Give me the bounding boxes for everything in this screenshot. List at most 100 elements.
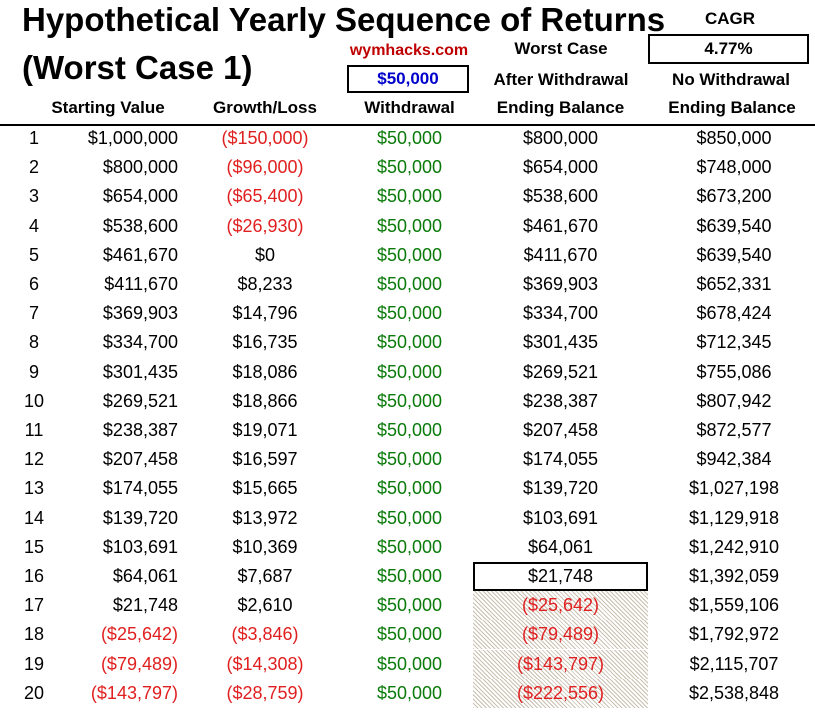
ending-balance-no-cell: $755,086 [696, 361, 772, 382]
table-row: 16 $64,061 $7,687 $50,000 $21,748 $1,392,059 [0, 562, 815, 591]
ending-balance-no-cell: $639,540 [696, 215, 772, 236]
header-divider [0, 124, 815, 126]
growth-loss-cell: $13,972 [232, 507, 298, 528]
year-cell: 10 [23, 390, 45, 411]
year-cell: 4 [28, 215, 39, 236]
ending-balance-no-cell: $942,384 [696, 449, 772, 470]
growth-loss-cell: ($150,000) [221, 128, 309, 148]
ending-balance-after-cell: $64,061 [527, 536, 594, 557]
withdrawal-cell: $50,000 [376, 653, 443, 674]
starting-value-cell: $654,000 [102, 186, 178, 207]
table-row: 9 $301,435 $18,086 $50,000 $269,521 $755,086 [0, 358, 815, 387]
table-row: 5 $461,670 $0 $50,000 $411,670 $639,540 [0, 241, 815, 270]
ending-balance-no-cell: $712,345 [696, 332, 772, 353]
withdrawal-cell: $50,000 [376, 595, 443, 616]
starting-value-cell: $64,061 [112, 566, 178, 586]
table-row: 12 $207,458 $16,597 $50,000 $174,055 $942,384 [0, 445, 815, 474]
brand-watermark: wymhacks.com [349, 42, 469, 59]
year-cell: 11 [24, 420, 44, 440]
growth-loss-cell: $15,665 [232, 478, 298, 499]
growth-loss-cell: ($96,000) [226, 157, 304, 178]
withdrawal-cell: $50,000 [376, 303, 443, 324]
withdrawal-cell: $50,000 [376, 186, 443, 207]
ending-balance-after-cell: $21,748 [473, 562, 648, 591]
table-row: 18 ($25,642) ($3,846) $50,000 ($79,489) $1,79… [0, 620, 815, 650]
ending-balance-after-cell: $139,720 [522, 478, 599, 499]
table-row: 3 $654,000 ($65,400) $50,000 $538,600 $673,20… [0, 182, 815, 211]
table-row: 6 $411,670 $8,233 $50,000 $369,903 $652,331 [0, 270, 815, 299]
ending-balance-no-cell: $872,577 [696, 420, 772, 440]
starting-value-cell: ($25,642) [100, 624, 178, 645]
table-row: 15 $103,691 $10,369 $50,000 $64,061 $1,242,91… [0, 533, 815, 562]
growth-loss-cell: $8,233 [237, 274, 293, 294]
ending-balance-no-cell: $1,392,059 [688, 566, 780, 586]
ending-balance-no-cell: $748,000 [696, 157, 772, 178]
year-cell: 20 [23, 682, 45, 703]
withdrawal-cell: $50,000 [376, 157, 443, 178]
table-row: 4 $538,600 ($26,930) $50,000 $461,670 $639,54… [0, 212, 815, 241]
starting-value-cell: $21,748 [112, 595, 178, 616]
growth-loss-cell: ($65,400) [226, 186, 304, 207]
year-cell: 5 [28, 244, 39, 265]
withdrawal-cell: $50,000 [376, 420, 443, 440]
withdrawal-cell: $50,000 [376, 215, 443, 236]
starting-value-cell: $1,000,000 [87, 128, 178, 148]
table-row: 17 $21,748 $2,610 $50,000 ($25,642) $1,559,10… [0, 591, 815, 621]
growth-loss-cell: $10,369 [232, 536, 298, 557]
header-starting-value: Starting Value [51, 98, 165, 117]
ending-balance-after-cell: $238,387 [522, 390, 599, 411]
starting-value-cell: $369,903 [102, 303, 178, 324]
ending-balance-after-cell: $207,458 [522, 420, 599, 440]
header-ending-balance-no: Ending Balance [668, 98, 796, 117]
header-growth-loss: Growth/Loss [213, 98, 317, 117]
ending-balance-after-cell: ($25,642) [473, 591, 648, 621]
year-cell: 18 [23, 624, 45, 645]
starting-value-cell: $538,600 [102, 215, 178, 236]
ending-balance-no-cell: $673,200 [696, 186, 772, 207]
growth-loss-cell: ($14,308) [226, 653, 304, 674]
ending-balance-no-cell: $807,942 [696, 390, 772, 411]
year-cell: 9 [28, 361, 39, 382]
starting-value-cell: $139,720 [102, 507, 178, 528]
header-withdrawal: Withdrawal [364, 98, 455, 117]
table-row: 19 ($79,489) ($14,308) $50,000 ($143,797) $2,… [0, 649, 815, 679]
starting-value-cell: ($143,797) [90, 682, 178, 703]
withdrawal-cell: $50,000 [376, 507, 443, 528]
growth-loss-cell: $7,687 [237, 566, 293, 586]
ending-balance-after-cell: $654,000 [522, 157, 599, 178]
cagr-value: 4.77% [648, 34, 809, 64]
starting-value-cell: $800,000 [102, 157, 178, 178]
growth-loss-cell: $19,071 [232, 420, 298, 440]
growth-loss-cell: $14,796 [232, 303, 298, 324]
year-cell: 3 [28, 186, 39, 207]
year-cell: 6 [28, 274, 39, 294]
ending-balance-after-cell: $538,600 [522, 186, 599, 207]
year-cell: 2 [28, 157, 39, 178]
withdrawal-cell: $50,000 [376, 332, 443, 353]
starting-value-cell: $103,691 [102, 536, 178, 557]
starting-value-cell: $461,670 [102, 244, 178, 265]
ending-balance-no-cell: $2,115,707 [689, 653, 779, 674]
ending-balance-no-cell: $678,424 [696, 303, 772, 324]
ending-balance-after-cell: $334,700 [522, 303, 599, 324]
year-cell: 19 [23, 653, 45, 674]
withdrawal-cell: $50,000 [376, 390, 443, 411]
withdrawal-amount-input[interactable]: $50,000 [347, 65, 469, 93]
growth-loss-cell: $2,610 [237, 595, 293, 616]
table-row: 7 $369,903 $14,796 $50,000 $334,700 $678,424 [0, 299, 815, 328]
ending-balance-after-cell: $174,055 [522, 449, 599, 470]
table-row: 20 ($143,797) ($28,759) $50,000 ($222,556) $2… [0, 678, 815, 708]
year-cell: 17 [23, 595, 45, 616]
starting-value-cell: $207,458 [102, 449, 178, 470]
ending-balance-after-cell: $369,903 [522, 274, 599, 294]
withdrawal-cell: $50,000 [376, 624, 443, 645]
ending-balance-after-cell: ($222,556) [473, 678, 648, 708]
starting-value-cell: $301,435 [102, 361, 178, 382]
table-row: 11 $238,387 $19,071 $50,000 $207,458 $872,577 [0, 416, 815, 445]
worst-case-label: Worst Case [514, 39, 608, 58]
ending-balance-after-cell: $800,000 [522, 128, 599, 148]
no-withdrawal-label: No Withdrawal [672, 70, 790, 89]
withdrawal-cell: $50,000 [376, 449, 443, 470]
ending-balance-no-cell: $652,331 [696, 274, 772, 294]
starting-value-cell: $411,670 [104, 274, 178, 294]
